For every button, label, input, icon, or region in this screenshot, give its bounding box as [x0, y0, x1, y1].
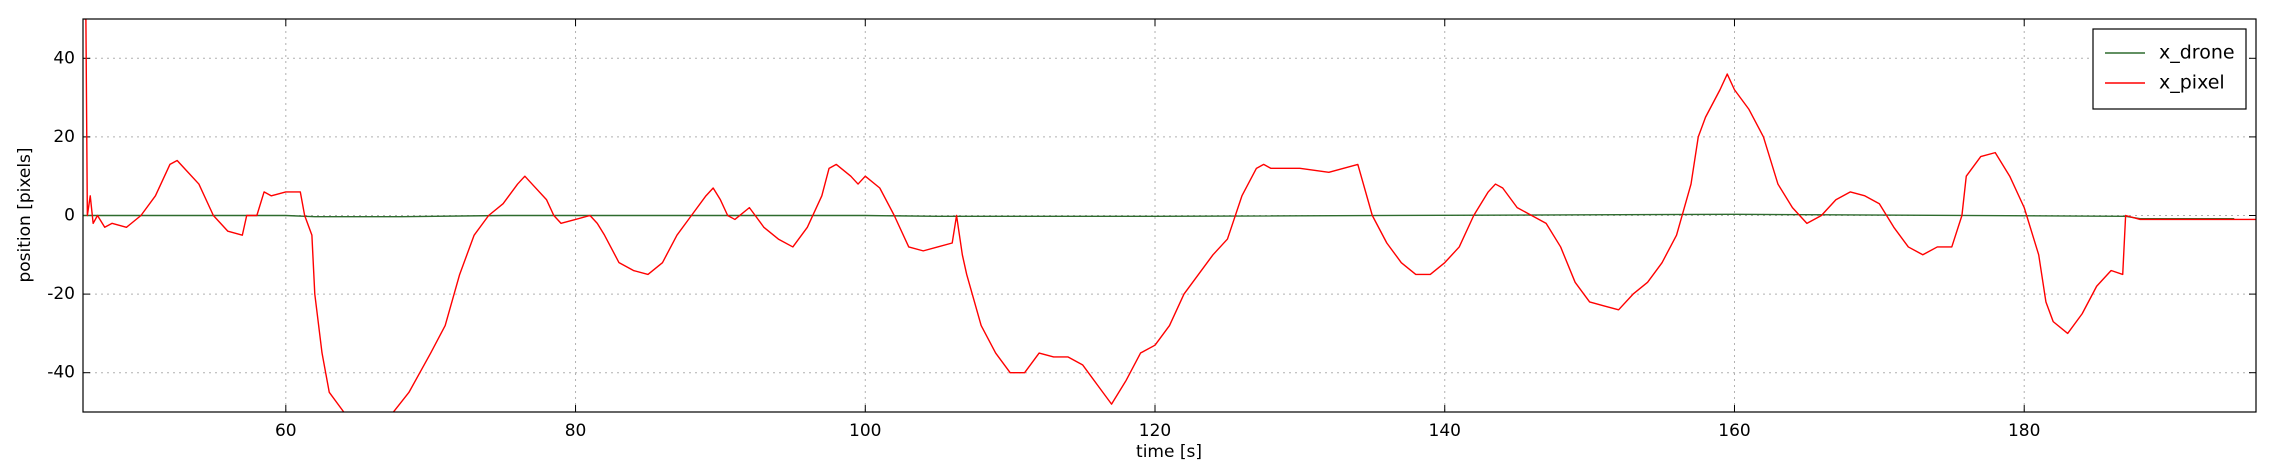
x-tick-label: 60 [275, 421, 297, 441]
y-axis-label: position [pixels] [15, 147, 35, 282]
data-line [83, 213, 2235, 220]
legend-label: x_pixel [2159, 72, 2225, 94]
y-tick-label: 0 [64, 206, 75, 226]
x-tick-label: 180 [2008, 421, 2040, 441]
x-tick-label: 140 [1429, 421, 1461, 441]
x-tick-label: 120 [1139, 421, 1171, 441]
y-tick-label: -20 [47, 284, 75, 304]
x-tick-label: 100 [849, 421, 881, 441]
legend-box [2092, 28, 2247, 110]
y-tick-label: 40 [53, 48, 75, 68]
x-tick-label: 80 [565, 421, 587, 441]
data-line [84, 19, 2256, 412]
x-tick-label: 160 [1718, 421, 1750, 441]
x-axis-label: time [s] [1136, 442, 1202, 462]
plot-area [83, 19, 2256, 412]
plot-frame [82, 18, 2257, 413]
y-tick-label: 20 [53, 127, 75, 147]
y-tick-label: -40 [47, 363, 75, 383]
legend-label: x_drone [2159, 42, 2235, 64]
